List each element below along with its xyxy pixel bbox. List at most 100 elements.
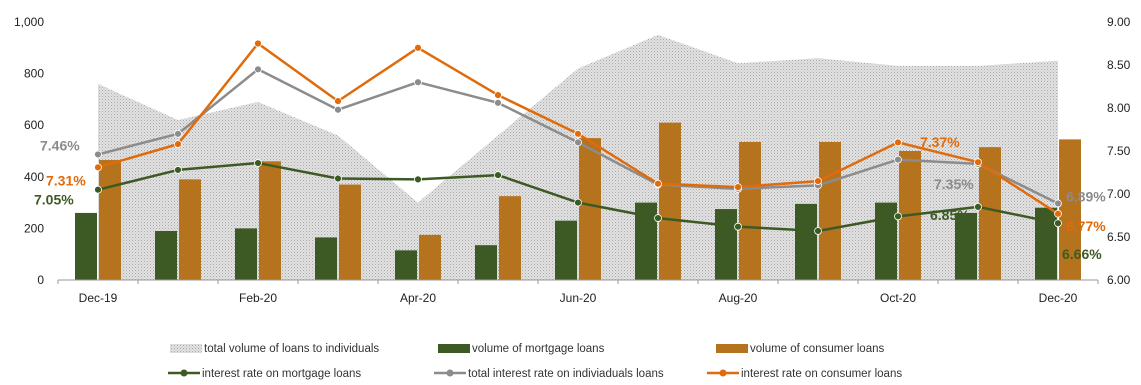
point-interest-rate-on-mortgage-loans-9 <box>814 227 822 235</box>
bar-volume-of-consumer-loans-1 <box>179 179 201 280</box>
legend-item-interest-rate-on-mortgage-loans: interest rate on mortgage loans <box>168 368 361 380</box>
data-label: 7.35% <box>934 176 974 192</box>
x-tick-label: Aug-20 <box>719 291 758 305</box>
legend-item-total-volume-of-loans-to-individuals: total volume of loans to individuals <box>170 343 379 355</box>
data-label: 6.85% <box>930 207 970 223</box>
point-interest-rate-on-consumer-loans-9 <box>814 177 822 186</box>
point-total-interest-rate-on-indiviaduals-loans-12 <box>1054 199 1062 208</box>
data-label: 7.37% <box>920 134 960 150</box>
legend-label: total volume of loans to individuals <box>204 343 379 355</box>
point-total-interest-rate-on-indiviaduals-loans-0 <box>94 150 102 159</box>
bar-volume-of-mortgage-loans-11 <box>955 212 977 280</box>
bar-volume-of-consumer-loans-5 <box>499 196 521 280</box>
legend-swatch-marker <box>446 369 454 377</box>
point-interest-rate-on-consumer-loans-12 <box>1054 209 1062 218</box>
point-interest-rate-on-consumer-loans-10 <box>894 138 902 147</box>
bar-volume-of-consumer-loans-11 <box>979 147 1001 280</box>
point-interest-rate-on-consumer-loans-5 <box>494 91 502 99</box>
bar-volume-of-consumer-loans-9 <box>819 141 841 280</box>
bar-volume-of-mortgage-loans-4 <box>395 250 417 280</box>
area-layer <box>98 34 1058 281</box>
y-left-tick-label: 0 <box>37 273 44 287</box>
point-interest-rate-on-mortgage-loans-1 <box>174 166 182 174</box>
point-interest-rate-on-mortgage-loans-3 <box>334 174 342 183</box>
point-interest-rate-on-consumer-loans-2 <box>254 39 262 48</box>
point-interest-rate-on-consumer-loans-6 <box>574 129 582 138</box>
x-tick-label: Oct-20 <box>880 291 916 305</box>
point-total-interest-rate-on-indiviaduals-loans-3 <box>334 105 342 114</box>
bar-volume-of-consumer-loans-8 <box>739 141 761 280</box>
bar-volume-of-consumer-loans-7 <box>659 122 681 281</box>
bar-volume-of-consumer-loans-2 <box>259 161 281 280</box>
point-interest-rate-on-mortgage-loans-6 <box>574 198 582 207</box>
point-total-interest-rate-on-indiviaduals-loans-4 <box>414 78 422 87</box>
y-right-tick-label: 8.00 <box>1107 101 1131 115</box>
y-right-tick-label: 7.00 <box>1107 187 1131 201</box>
point-total-interest-rate-on-indiviaduals-loans-1 <box>174 129 182 138</box>
y-left-tick-label: 800 <box>24 67 44 81</box>
point-interest-rate-on-consumer-loans-0 <box>94 163 102 172</box>
bar-volume-of-consumer-loans-12 <box>1059 139 1081 280</box>
bar-volume-of-mortgage-loans-9 <box>795 203 817 280</box>
bar-volume-of-consumer-loans-0 <box>99 160 121 280</box>
legend-label: volume of consumer loans <box>750 343 884 355</box>
data-label: 6.89% <box>1066 188 1106 204</box>
point-interest-rate-on-mortgage-loans-2 <box>254 159 262 167</box>
point-total-interest-rate-on-indiviaduals-loans-10 <box>894 155 902 164</box>
x-tick-label: Dec-20 <box>1039 291 1078 305</box>
bar-volume-of-mortgage-loans-1 <box>155 230 177 280</box>
y-right-tick-label: 8.50 <box>1107 58 1131 72</box>
data-label: 6.77% <box>1066 218 1106 234</box>
legend-item-interest-rate-on-consumer-loans: interest rate on consumer loans <box>707 368 902 380</box>
bar-volume-of-mortgage-loans-3 <box>315 237 337 280</box>
legend-label: interest rate on mortgage loans <box>202 368 361 380</box>
bar-volume-of-mortgage-loans-7 <box>635 202 657 280</box>
legend-swatch-marker <box>180 369 188 377</box>
y-right-tick-label: 6.00 <box>1107 273 1131 287</box>
x-tick-label: Jun-20 <box>560 291 597 305</box>
legend-item-total-interest-rate-on-indiviaduals-loans: total interest rate on indiviaduals loan… <box>434 368 664 380</box>
point-total-interest-rate-on-indiviaduals-loans-2 <box>254 65 262 74</box>
point-interest-rate-on-consumer-loans-1 <box>174 140 182 149</box>
data-label: 6.66% <box>1062 246 1102 262</box>
x-tick-label: Apr-20 <box>400 291 436 305</box>
point-total-interest-rate-on-indiviaduals-loans-5 <box>494 98 502 107</box>
legend-swatch <box>716 344 748 353</box>
bar-volume-of-mortgage-loans-10 <box>875 202 897 280</box>
legend: total volume of loans to individuals volu… <box>168 343 902 380</box>
lines-layer <box>94 39 1062 235</box>
y-left-tick-label: 400 <box>24 170 44 184</box>
y-left-tick-label: 200 <box>24 221 44 235</box>
point-interest-rate-on-mortgage-loans-4 <box>414 175 422 184</box>
data-label: 7.31% <box>46 172 86 188</box>
point-interest-rate-on-mortgage-loans-11 <box>974 202 982 211</box>
axes-layer: 0 200 400 600 800 1,000 6.00 6.50 7.00 7.50 8.00 8.… <box>14 15 1131 305</box>
data-label: 7.46% <box>40 137 80 153</box>
y-right-tick-label: 6.50 <box>1107 230 1131 244</box>
point-interest-rate-on-mortgage-loans-10 <box>894 212 902 221</box>
y-right-tick-label: 7.50 <box>1107 144 1131 158</box>
legend-swatch <box>438 344 470 353</box>
legend-label: volume of mortgage loans <box>472 343 605 355</box>
point-interest-rate-on-consumer-loans-3 <box>334 97 342 106</box>
point-interest-rate-on-consumer-loans-4 <box>414 43 422 52</box>
bar-volume-of-consumer-loans-6 <box>579 138 601 280</box>
point-interest-rate-on-consumer-loans-11 <box>974 158 982 167</box>
legend-item-volume-of-consumer-loans: volume of consumer loans <box>716 343 884 355</box>
point-interest-rate-on-mortgage-loans-12 <box>1054 219 1062 228</box>
point-interest-rate-on-mortgage-loans-7 <box>654 214 662 222</box>
legend-label: interest rate on consumer loans <box>741 368 902 380</box>
bar-volume-of-mortgage-loans-2 <box>235 228 257 280</box>
y-left-tick-label: 1,000 <box>14 15 44 29</box>
x-tick-label: Feb-20 <box>239 291 277 305</box>
bar-volume-of-consumer-loans-4 <box>419 234 441 280</box>
bar-volume-of-mortgage-loans-12 <box>1035 207 1057 280</box>
point-interest-rate-on-consumer-loans-8 <box>734 183 742 192</box>
legend-swatch-marker <box>719 369 727 377</box>
y-left-tick-label: 600 <box>24 118 44 132</box>
legend-item-volume-of-mortgage-loans: volume of mortgage loans <box>438 343 605 355</box>
area-total-volume-of-loans-to-individuals <box>98 34 1058 281</box>
legend-swatch <box>170 344 202 353</box>
